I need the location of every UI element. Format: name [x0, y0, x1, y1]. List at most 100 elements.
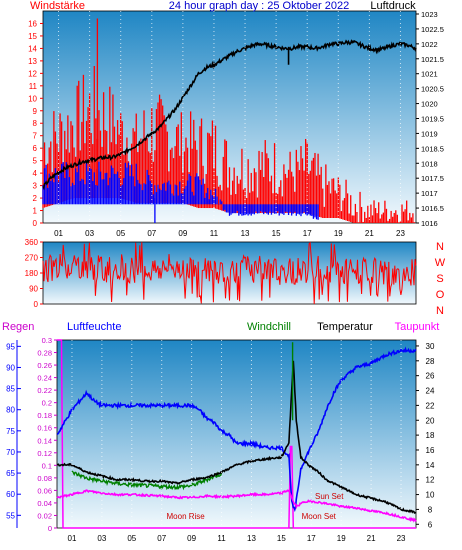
pressure-line [42, 39, 417, 191]
hour-tick-label: 17 [303, 229, 312, 238]
rain-tick-label: 0.22 [37, 386, 52, 395]
temperature-tick-label: 6 [428, 520, 433, 529]
humidity-line [56, 346, 417, 513]
rain-tick-label: 0.2 [42, 399, 52, 408]
hour-tick-label: 09 [178, 229, 187, 238]
moon-rise-label: Moon Rise [167, 512, 206, 521]
hour-tick-label: 23 [396, 229, 405, 238]
hour-tick-label: 09 [187, 534, 196, 543]
hour-tick-label: 15 [277, 534, 286, 543]
direction-tick-label: 270 [25, 254, 39, 263]
pressure-tick-label: 1019.5 [421, 114, 444, 123]
temperature-axis: 6 8 10 12 14 16 18 20 22 24 26 28 30 [416, 342, 435, 529]
rain-tick-label: 0.06 [37, 486, 52, 495]
rain-tick-label: 0.14 [37, 436, 52, 445]
compass-letter: N [436, 241, 444, 253]
hour-tick-label: 07 [157, 534, 166, 543]
wind-tick-label: 12 [28, 69, 37, 78]
pressure-tick-label: 1021.5 [421, 55, 444, 64]
hour-tick-label: 15 [272, 229, 281, 238]
climate-plot-background [56, 339, 417, 529]
humidity-tick-label: 75 [6, 427, 15, 436]
hour-tick-label: 17 [307, 534, 316, 543]
rain-label: Regen [2, 321, 34, 333]
rain-tick-label: 0.02 [37, 511, 52, 520]
hour-tick-label: 21 [365, 229, 374, 238]
temperature-tick-label: 18 [426, 431, 435, 440]
wind-tick-label: 15 [28, 32, 37, 41]
dewpoint-line [56, 489, 417, 523]
hour-axis: 01 03 05 07 09 11 13 15 17 19 21 23 [54, 11, 405, 238]
rain-tick-label: 0.08 [37, 474, 52, 483]
wind-tick-label: 2 [33, 194, 38, 203]
moon-set-label: Moon Set [302, 512, 337, 521]
pressure-tick-label: 1017 [421, 189, 438, 198]
wind-tick-label: 14 [28, 44, 37, 53]
hour-tick-label: 11 [210, 229, 219, 238]
hour-tick-label: 21 [367, 534, 376, 543]
pressure-tick-label: 1020.5 [421, 85, 444, 94]
rain-tick-label: 0.04 [37, 499, 52, 508]
wind-tick-label: 5 [33, 157, 38, 166]
temperature-tick-label: 22 [426, 401, 435, 410]
temperature-tick-label: 28 [426, 357, 435, 366]
wind-tick-label: 6 [33, 144, 38, 153]
pressure-tick-label: 1016 [421, 219, 438, 228]
hour-tick-label: 13 [247, 534, 256, 543]
hour-tick-label: 03 [97, 534, 106, 543]
rain-tick-label: 0.1 [42, 461, 52, 470]
pressure-tick-label: 1018 [421, 159, 438, 168]
wind-tick-label: 4 [33, 169, 38, 178]
hour-tick-label: 05 [116, 229, 125, 238]
pressure-axis-label: Luftdruck [370, 0, 416, 12]
pressure-tick-label: 1021 [421, 70, 438, 79]
humidity-tick-label: 65 [6, 469, 15, 478]
rain-tick-label: 0.16 [37, 424, 52, 433]
wind-tick-label: 0 [33, 219, 38, 228]
pressure-tick-label: 1017.5 [421, 174, 444, 183]
pressure-tick-label: 1023 [421, 10, 438, 19]
wind-direction-axis: 0 90 180 270 360 [25, 238, 43, 309]
hour-tick-label: 13 [241, 229, 250, 238]
humidity-tick-label: 85 [6, 385, 15, 394]
wind-tick-label: 11 [29, 82, 38, 91]
hour-tick-label: 01 [68, 534, 77, 543]
dewpoint-label: Taupunkt [395, 321, 440, 333]
pressure-axis: 1016 1016.5 1017 1017.5 1018 1018.5 1019 1019.5… [416, 10, 444, 228]
hour-tick-label: 19 [334, 229, 343, 238]
wind-tick-label: 10 [28, 94, 37, 103]
pressure-tick-label: 1016.5 [421, 204, 444, 213]
temperature-tick-label: 26 [426, 372, 435, 381]
temperature-tick-label: 8 [428, 505, 433, 514]
hour-axis-bottom: 01 03 05 07 09 11 13 15 17 19 21 23 [68, 340, 406, 543]
humidity-tick-label: 95 [6, 342, 15, 351]
hour-tick-label: 23 [397, 534, 406, 543]
hour-tick-label: 01 [54, 229, 63, 238]
climate-series [56, 339, 417, 529]
climate-panel: Regen Luftfeuchte Windchill Temperatur T… [2, 321, 439, 543]
humidity-tick-label: 60 [6, 490, 15, 499]
wind-tick-label: 1 [33, 207, 38, 216]
hour-tick-label: 11 [217, 534, 226, 543]
wind-tick-label: 9 [33, 107, 38, 116]
rain-tick-label: 0.3 [42, 336, 52, 345]
direction-tick-label: 180 [25, 269, 39, 278]
direction-tick-label: 360 [25, 238, 39, 247]
rain-axis: 0 0.02 0.04 0.06 0.08 0.1 0.12 0.14 0.16 0.18 0.2 0… [37, 336, 57, 533]
humidity-tick-label: 55 [6, 511, 15, 520]
wind-direction-line [42, 241, 417, 305]
humidity-label: Luftfeuchte [67, 321, 121, 333]
temperature-tick-label: 10 [426, 491, 435, 500]
wind-speed-series [42, 18, 416, 223]
temperature-line [56, 360, 417, 514]
compass-letter: N [436, 305, 444, 317]
temperature-tick-label: 30 [426, 342, 435, 351]
pressure-tick-label: 1022 [421, 40, 438, 49]
astro-annotations: Moon Rise Sun Set Moon Set [167, 492, 345, 521]
pressure-tick-label: 1019 [421, 129, 438, 138]
hour-tick-label: 05 [127, 534, 136, 543]
temperature-tick-label: 12 [426, 476, 435, 485]
wind-tick-label: 16 [28, 19, 37, 28]
